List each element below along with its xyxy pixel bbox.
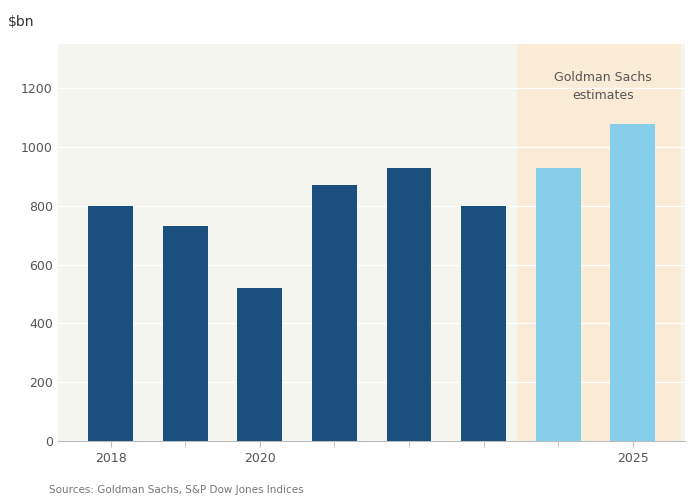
Bar [386, 168, 431, 441]
Text: Goldman Sachs
estimates: Goldman Sachs estimates [554, 71, 652, 102]
Bar [610, 124, 655, 441]
Bar [312, 186, 357, 441]
Text: $bn: $bn [8, 14, 35, 28]
Bar [536, 168, 580, 441]
Text: Sources: Goldman Sachs, S&P Dow Jones Indices: Sources: Goldman Sachs, S&P Dow Jones In… [49, 485, 304, 495]
Bar [88, 206, 133, 441]
Bar [237, 288, 282, 441]
Bar [461, 206, 506, 441]
Bar [517, 44, 681, 441]
Bar [163, 226, 208, 441]
